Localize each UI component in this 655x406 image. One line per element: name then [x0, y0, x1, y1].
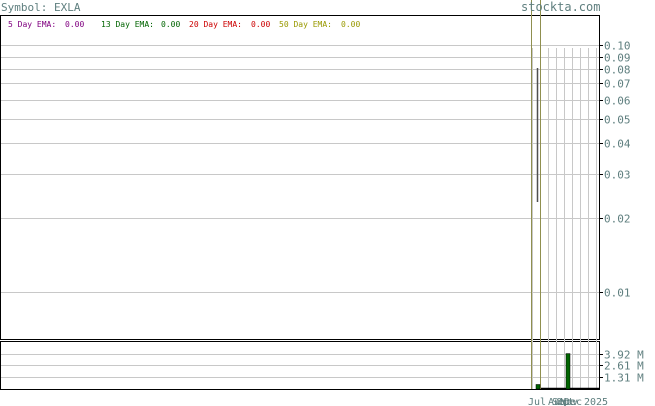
legend-5day-value: 0.00	[65, 20, 84, 29]
price-line	[531, 0, 541, 389]
price-tick-label: 0.04	[604, 138, 631, 151]
price-tick-label: 0.06	[604, 95, 631, 108]
price-grid	[1, 45, 603, 389]
x-tick-label: Dec	[564, 397, 582, 406]
legend-13day-value: 0.00	[161, 20, 180, 29]
x-tick-label: Oct	[556, 397, 574, 406]
price-tick-label: 0.03	[604, 169, 631, 182]
volume-grid	[1, 354, 603, 390]
price-tick-label: 0.07	[604, 78, 631, 91]
legend-13day-label: 13 Day EMA:	[101, 20, 154, 29]
legend-20day-label: 20 Day EMA:	[189, 20, 242, 29]
ema-legend: 5 Day EMA: 0.00 13 Day EMA: 0.00 20 Day …	[8, 20, 360, 29]
price-axis-labels: 0.100.090.080.07 0.06 0.05 0.04 0.03 0.02 0.01	[604, 40, 631, 300]
price-tick-label: 0.10	[604, 40, 631, 53]
volume-bar	[535, 384, 541, 390]
volume-axis-labels: 3.92 M2.61 M1.31 M	[604, 349, 644, 385]
legend-20day-value: 0.00	[251, 20, 270, 29]
legend-50day-label: 50 Day EMA:	[279, 20, 332, 29]
legend-5day-label: 5 Day EMA:	[8, 20, 56, 29]
volume-tick-label: 3.92 M	[604, 349, 644, 362]
legend-50day-value: 0.00	[341, 20, 360, 29]
x-tick-label: Sep	[552, 397, 570, 406]
price-tick-label: 0.08	[604, 64, 631, 77]
volume-tick-label: 2.61 M	[604, 360, 644, 373]
price-tick-label: 0.05	[604, 114, 631, 127]
x-tick-label: Aug	[548, 397, 566, 406]
price-tick-label: 0.01	[604, 287, 631, 300]
price-panel-frame	[0, 15, 600, 340]
volume-bars	[535, 353, 571, 390]
x-tick-label: Nov	[560, 397, 578, 406]
x-tick-label: Jul	[528, 397, 546, 406]
price-tick-label: 0.02	[604, 213, 631, 226]
volume-tick-label: 1.31 M	[604, 372, 644, 385]
volume-bar	[565, 353, 571, 390]
price-tick-label: 0.09	[604, 52, 631, 65]
symbol-label: Symbol: EXLA	[1, 1, 81, 14]
x-tick-label: 2025	[584, 397, 608, 406]
site-watermark: stockta.com	[521, 0, 600, 14]
